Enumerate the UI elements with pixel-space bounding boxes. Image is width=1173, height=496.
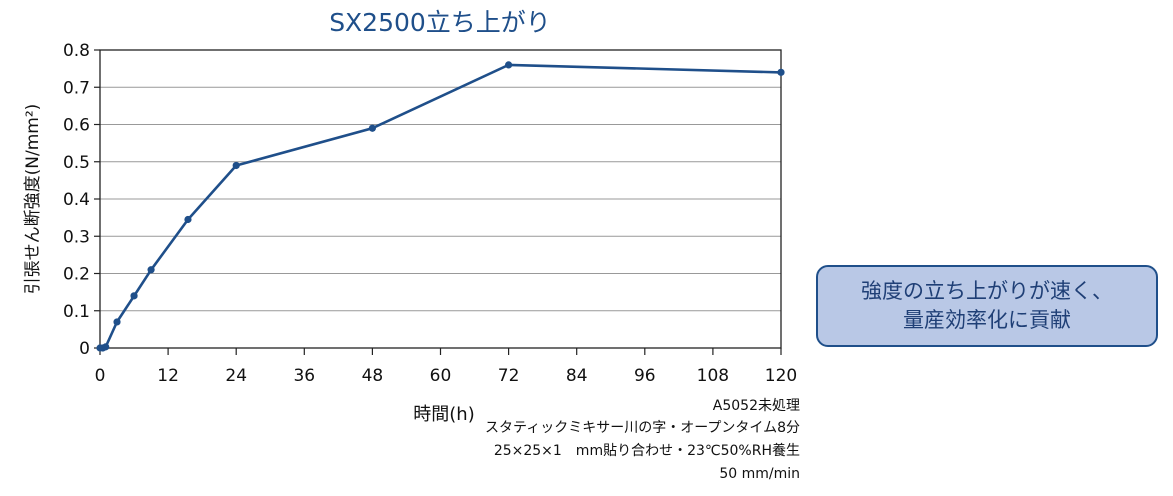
condition-note-1: A5052未処理 (713, 398, 800, 414)
y-tick-label: 0 (79, 339, 90, 359)
condition-note-2: スタティックミキサー川の字・オープンタイム8分 (485, 420, 800, 436)
series-line (100, 63, 782, 350)
data-point (184, 215, 192, 224)
y-tick-label: 0.4 (63, 190, 90, 210)
data-point (113, 318, 121, 326)
x-tick-label: 48 (362, 366, 384, 386)
y-tick-label: 0.5 (63, 153, 90, 173)
plot-area: 0 0.1 0.2 0.3 0.4 0.5 0.6 0.7 0.8 0 12 24 36 48 60 72 84… (63, 41, 797, 386)
x-axis-label: 時間(h) (413, 404, 474, 425)
x-tick-label: 12 (157, 366, 179, 386)
x-tick-label: 60 (430, 366, 452, 386)
feature-callout: 強度の立ち上がりが速く、 量産効率化に貢献 (816, 265, 1158, 347)
y-tick-label: 0.8 (63, 41, 90, 61)
y-tick-label: 0.7 (63, 78, 90, 98)
condition-note-4: 50 mm/min (719, 466, 800, 482)
x-tick-label: 120 (765, 366, 797, 386)
chart-title: SX2500立ち上がり (329, 8, 551, 37)
y-tick-label: 0.1 (63, 302, 90, 322)
x-tick-label: 96 (634, 366, 656, 386)
data-point (777, 68, 785, 76)
x-tick-label: 72 (498, 366, 520, 386)
x-tick-label: 24 (225, 366, 247, 386)
data-point (147, 266, 155, 274)
data-point (102, 343, 110, 351)
y-tick-label: 0.6 (63, 116, 90, 136)
x-tick-label: 84 (566, 366, 588, 386)
data-point (130, 292, 138, 300)
y-tick-label: 0.2 (63, 265, 90, 285)
data-point (505, 61, 513, 69)
callout-line-1: 強度の立ち上がりが速く、 (861, 279, 1113, 303)
x-tick-label: 0 (95, 366, 106, 386)
x-tick-label: 108 (697, 366, 729, 386)
y-axis-label: 引張せん断強度(N/mm²) (23, 104, 43, 295)
plot-frame (99, 49, 782, 349)
condition-note-3: 25×25×1 mm貼り合わせ・23℃50%RH養生 (494, 442, 800, 459)
callout-line-2: 量産効率化に貢献 (903, 308, 1071, 332)
y-tick-label: 0.3 (63, 227, 90, 247)
x-tick-label: 36 (293, 366, 315, 386)
data-point (368, 124, 376, 132)
data-point (232, 161, 240, 170)
